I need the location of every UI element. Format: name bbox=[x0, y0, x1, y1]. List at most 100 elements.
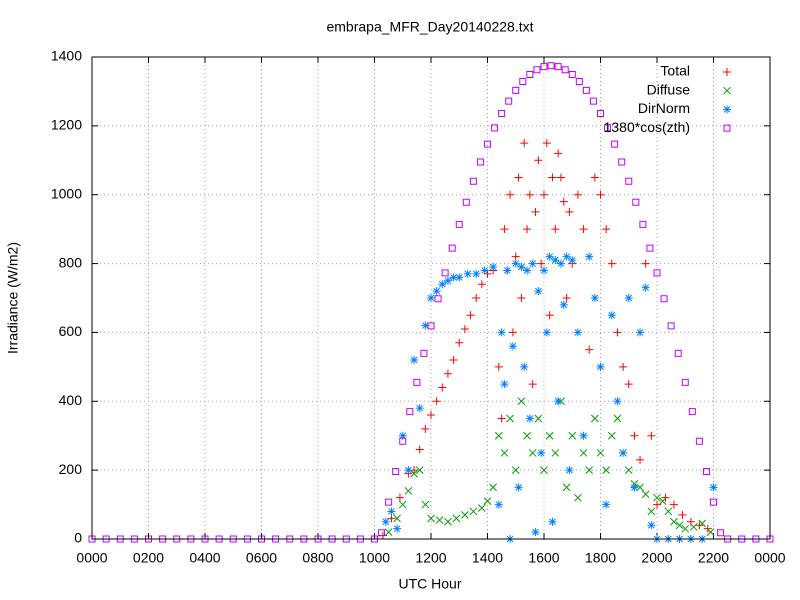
point bbox=[636, 328, 645, 337]
point bbox=[551, 449, 560, 457]
point bbox=[669, 500, 678, 509]
point bbox=[562, 294, 571, 302]
point bbox=[410, 355, 419, 364]
point bbox=[498, 109, 506, 117]
y-tick-label: 800 bbox=[59, 254, 83, 270]
point bbox=[466, 311, 475, 320]
point bbox=[647, 507, 656, 516]
y-tick-label: 1200 bbox=[51, 117, 82, 133]
point bbox=[658, 497, 667, 505]
point bbox=[201, 535, 209, 543]
point bbox=[381, 517, 390, 526]
point bbox=[619, 362, 628, 371]
point bbox=[497, 328, 506, 337]
point bbox=[706, 528, 715, 536]
point bbox=[443, 369, 452, 378]
point bbox=[286, 535, 294, 543]
point bbox=[585, 252, 594, 261]
x-tick-label: 1400 bbox=[472, 550, 503, 566]
point bbox=[480, 266, 489, 275]
point bbox=[752, 535, 760, 543]
point bbox=[508, 342, 517, 351]
point bbox=[670, 517, 678, 526]
point bbox=[565, 207, 574, 216]
point bbox=[187, 535, 195, 543]
point bbox=[613, 328, 622, 337]
point bbox=[494, 431, 503, 440]
point bbox=[342, 535, 350, 543]
point bbox=[476, 158, 484, 166]
x-tick-label: 0400 bbox=[189, 550, 220, 566]
point bbox=[597, 109, 604, 117]
point bbox=[406, 408, 414, 416]
point bbox=[526, 71, 534, 79]
point bbox=[427, 322, 435, 330]
point bbox=[395, 493, 404, 502]
point bbox=[434, 295, 442, 303]
point bbox=[421, 321, 430, 330]
point bbox=[427, 411, 435, 420]
x-tick-label: 0000 bbox=[754, 550, 785, 566]
point bbox=[427, 514, 435, 523]
legend: Total Diffuse DirNorm 1380*cos(zth) bbox=[604, 63, 731, 135]
point bbox=[630, 483, 639, 492]
point bbox=[393, 514, 401, 523]
legend-label: Total bbox=[660, 63, 690, 79]
point bbox=[508, 328, 517, 337]
y-tick-label: 0 bbox=[74, 530, 82, 546]
point bbox=[449, 355, 458, 364]
x-tick-label: 2000 bbox=[641, 550, 672, 566]
legend-marker bbox=[723, 68, 731, 76]
point bbox=[399, 437, 407, 445]
point bbox=[613, 397, 622, 406]
point bbox=[568, 431, 577, 440]
point bbox=[618, 158, 626, 166]
point bbox=[590, 414, 599, 423]
point bbox=[568, 256, 577, 265]
point bbox=[410, 469, 418, 478]
point bbox=[455, 220, 463, 228]
point bbox=[449, 273, 458, 282]
plot-marks bbox=[88, 62, 774, 543]
point bbox=[420, 349, 428, 357]
x-tick-label: 1800 bbox=[585, 550, 616, 566]
point bbox=[387, 514, 396, 523]
point bbox=[688, 408, 696, 416]
point bbox=[579, 449, 588, 457]
point bbox=[300, 535, 308, 543]
point bbox=[494, 500, 503, 509]
point bbox=[102, 535, 110, 543]
point bbox=[534, 156, 543, 165]
point bbox=[523, 225, 532, 234]
point bbox=[517, 263, 526, 272]
point bbox=[624, 294, 633, 302]
point bbox=[455, 273, 464, 282]
point bbox=[534, 414, 543, 423]
point bbox=[724, 535, 732, 543]
point bbox=[545, 252, 554, 261]
legend-label: 1380*cos(zth) bbox=[604, 119, 690, 135]
point bbox=[378, 529, 386, 537]
point bbox=[624, 466, 633, 474]
point bbox=[547, 62, 555, 70]
point bbox=[460, 324, 469, 333]
point bbox=[356, 535, 364, 543]
point bbox=[393, 524, 402, 533]
point bbox=[579, 225, 588, 234]
point bbox=[328, 535, 336, 543]
point bbox=[619, 448, 628, 457]
point bbox=[258, 535, 265, 543]
point bbox=[314, 535, 322, 543]
point bbox=[432, 287, 441, 296]
point bbox=[506, 414, 514, 423]
point bbox=[531, 207, 540, 216]
point bbox=[531, 528, 540, 537]
point bbox=[500, 380, 509, 389]
point bbox=[664, 507, 673, 516]
point bbox=[517, 397, 526, 406]
point bbox=[469, 177, 477, 185]
point bbox=[511, 466, 520, 474]
point bbox=[505, 97, 513, 105]
point bbox=[575, 77, 583, 85]
point bbox=[653, 269, 661, 277]
